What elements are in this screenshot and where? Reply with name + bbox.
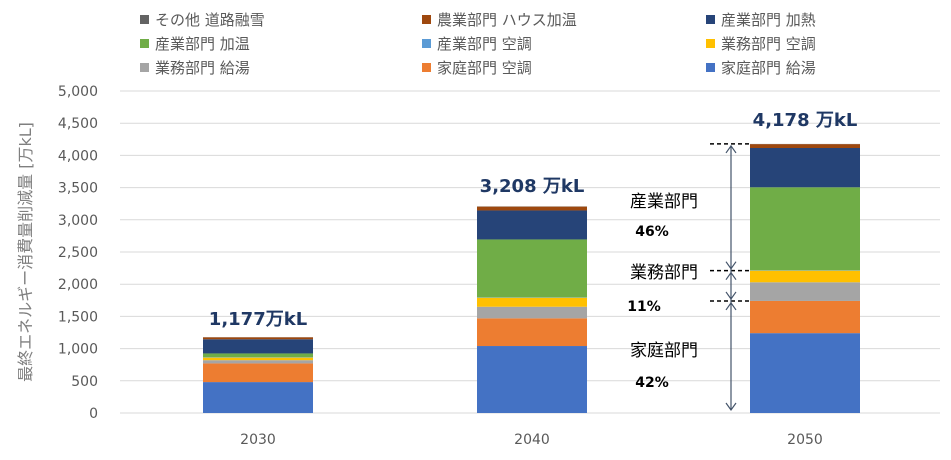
legend-label: 家庭部門 給湯 [721,58,816,77]
legend-swatch [140,62,149,72]
share-bracket [710,143,752,412]
bar-segment [477,210,587,240]
x-tick-label: 2030 [240,432,276,448]
y-tick-label: 4,500 [58,116,98,132]
legend-item: 産業部門 加温 [140,33,250,53]
legend-item: 産業部門 空調 [422,33,532,53]
legend-label: 業務部門 空調 [721,34,816,53]
bar-segment [203,360,313,364]
annotation-label: 家庭部門 [630,341,698,361]
bracket-arrowhead [725,261,737,270]
legend-item: その他 道路融雪 [140,9,265,29]
annotation-share: 46% [635,224,669,240]
total-label: 1,177万kL [209,309,307,330]
bar-segment [203,357,313,361]
bar-segment [477,239,587,298]
bars [203,143,860,413]
legend-label: 産業部門 加熱 [721,10,816,29]
bracket-arrowhead [725,144,737,154]
legend-item: 業務部門 空調 [706,33,816,53]
total-label: 4,178 万kL [753,110,858,131]
bar-segment [477,306,587,319]
total-labels: 1,177万kL 3,208 万kL 4,178 万kL [209,110,858,330]
total-label: 3,208 万kL [480,176,585,197]
annotation-label: 業務部門 [630,263,698,283]
y-tick-label: 1,500 [58,309,98,325]
bracket-arrowhead [725,301,737,311]
share-annotations: 産業部門 46% 業務部門 11% 家庭部門 42% [627,192,698,391]
annotation-share: 42% [635,375,669,391]
bar-segment [203,382,313,413]
bracket-arrowhead [725,291,737,300]
x-tick-label: 2050 [787,432,823,448]
bar-segment [477,297,587,307]
y-axis-label: 最終エネルギー消費量削減量 [万kL] [16,122,35,382]
y-tick-label: 4,000 [58,148,98,164]
legend-swatch [706,38,715,48]
legend-item: 家庭部門 給湯 [706,57,816,77]
legend-item: 業務部門 給湯 [140,57,250,77]
legend-label: 農業部門 ハウス加温 [437,10,577,29]
legend-swatch [422,62,431,72]
legend-label: 産業部門 加温 [155,34,250,53]
bar-segment [203,363,313,383]
x-tick-label: 2040 [514,432,550,448]
y-tick-label: 500 [71,374,98,390]
bar-segment [477,346,587,413]
legend-label: 産業部門 空調 [437,34,532,53]
y-axis-tick-labels: 0 500 1,000 1,500 2,000 2,500 3,000 3,500 4,000 4… [58,84,98,422]
legend-item: 家庭部門 空調 [422,57,532,77]
y-tick-label: 2,000 [58,277,98,293]
legend-label: 業務部門 給湯 [155,58,250,77]
legend-swatch [422,14,431,24]
bracket-arrowhead [725,271,737,281]
bar-segment [750,187,860,271]
legend-item: 農業部門 ハウス加温 [422,9,577,29]
bar-segment [203,339,313,354]
bar-segment [477,318,587,347]
annotation-label: 産業部門 [630,192,698,212]
legend-label: 家庭部門 空調 [437,58,532,77]
y-tick-label: 3,000 [58,213,98,229]
y-tick-label: 2,500 [58,245,98,261]
legend-swatch [140,14,149,24]
y-tick-label: 0 [89,406,98,422]
y-tick-label: 5,000 [58,84,98,100]
bar-segment [750,282,860,301]
bar-segment [203,353,313,358]
legend-item: 産業部門 加熱 [706,9,816,29]
legend-swatch [706,62,715,72]
x-axis-tick-labels: 2030 2040 2050 [240,432,823,448]
bar-segment [750,270,860,283]
legend-label: その他 道路融雪 [155,10,265,29]
legend-swatch [706,14,715,24]
bar-segment [203,337,313,340]
bracket-arrowhead [725,402,737,412]
legend-swatch [422,38,431,48]
bar-segment [750,144,860,148]
bar-segment [750,147,860,188]
bar-segment [477,206,587,211]
bar-segment [750,333,860,413]
y-tick-label: 1,000 [58,342,98,358]
y-tick-label: 3,500 [58,181,98,197]
bar-segment [750,300,860,334]
annotation-share: 11% [627,299,661,315]
legend-swatch [140,38,149,48]
